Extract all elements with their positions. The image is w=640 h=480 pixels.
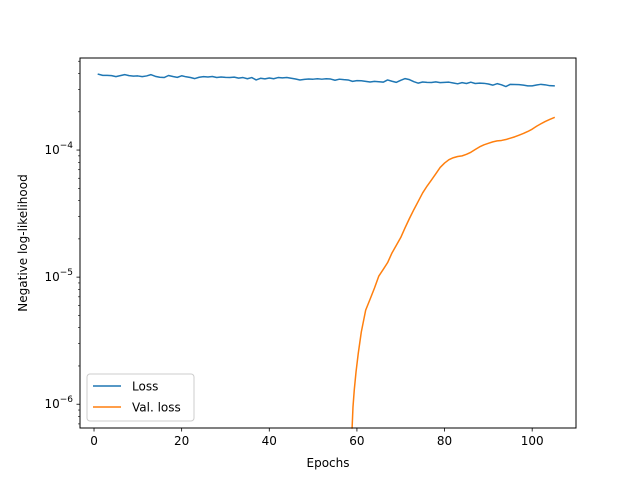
y-axis-label: Negative log-likelihood (16, 174, 30, 311)
y-tick-label: 10−6 (44, 395, 73, 411)
series-line-0 (97, 73, 555, 88)
series-lines (97, 73, 556, 429)
x-axis-ticks: 0 20 40 60 80 100 (90, 428, 544, 448)
y-tick-label-base: 10 (44, 397, 59, 411)
x-tick-label: 20 (174, 434, 189, 448)
y-tick-label: 10−4 (44, 141, 73, 157)
x-tick-label: 100 (521, 434, 544, 448)
x-tick-label: 40 (262, 434, 277, 448)
y-tick-label-base: 10 (44, 143, 59, 157)
x-tick-label: 0 (90, 434, 98, 448)
y-tick-label-exponent: −4 (60, 141, 74, 151)
y-tick-label-exponent: −6 (60, 395, 74, 405)
y-tick-label-base: 10 (44, 270, 59, 284)
legend-label-1: Val. loss (132, 401, 181, 415)
plot-frame (79, 57, 577, 429)
series-line-1 (351, 116, 556, 429)
legend: Loss Val. loss (86, 373, 195, 422)
y-axis-ticks: 10−610−510−4 (44, 60, 80, 425)
x-tick-label: 60 (349, 434, 364, 448)
y-tick-label-exponent: −5 (60, 268, 73, 278)
x-tick-label: 80 (437, 434, 452, 448)
x-axis-label: Epochs (307, 456, 350, 470)
legend-label-0: Loss (132, 380, 158, 394)
y-tick-label: 10−5 (44, 268, 73, 284)
plot-background (80, 58, 576, 428)
